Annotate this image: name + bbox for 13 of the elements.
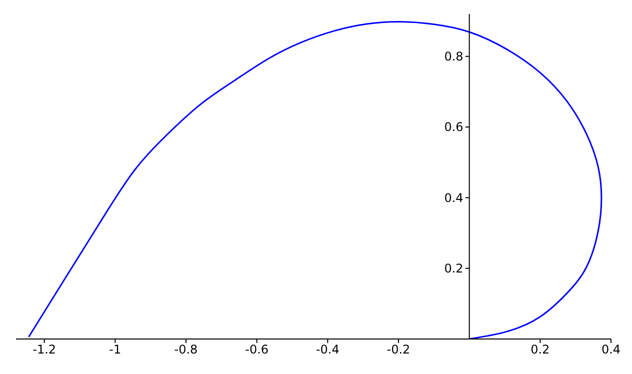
x-tick-label: 0.4 <box>601 342 621 357</box>
x-tick-label: -0.8 <box>174 342 198 357</box>
y-tick-label: 0.8 <box>444 50 464 64</box>
x-tick-label: -0.6 <box>245 342 269 357</box>
y-tick-label: 0.4 <box>444 190 464 205</box>
line-series <box>28 21 602 339</box>
y-tick-label: 0.6 <box>444 120 464 134</box>
x-tick-label: -1 <box>109 342 122 357</box>
x-tick-label: 0.2 <box>530 342 550 357</box>
x-tick-label: -0.4 <box>316 342 340 357</box>
x-tick-label: -0.2 <box>386 342 410 357</box>
x-tick-label: -1.2 <box>32 342 56 357</box>
y-tick-label: 0.2 <box>444 262 464 276</box>
